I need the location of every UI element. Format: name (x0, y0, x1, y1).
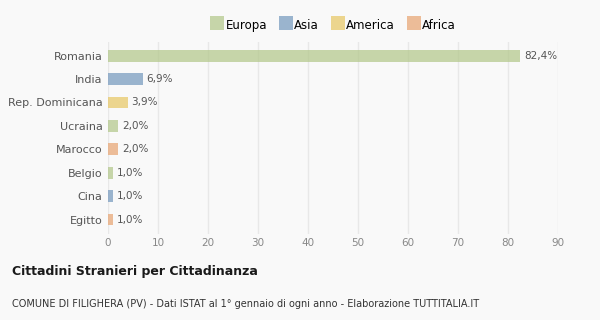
Bar (108, 214, 113, 225)
Text: 1,0%: 1,0% (117, 168, 143, 178)
Bar (108, 143, 118, 155)
Bar (108, 190, 113, 202)
Text: COMUNE DI FILIGHERA (PV) - Dati ISTAT al 1° gennaio di ogni anno - Elaborazione : COMUNE DI FILIGHERA (PV) - Dati ISTAT al… (12, 299, 479, 309)
Text: 1,0%: 1,0% (117, 191, 143, 201)
Bar (108, 167, 113, 179)
Text: 2,0%: 2,0% (122, 144, 148, 154)
Bar (108, 73, 143, 85)
Bar (108, 97, 128, 108)
Text: 3,9%: 3,9% (131, 98, 158, 108)
Legend: Europa, Asia, America, Africa: Europa, Asia, America, Africa (210, 19, 456, 32)
Bar (108, 120, 118, 132)
Text: 6,9%: 6,9% (146, 74, 173, 84)
Text: 82,4%: 82,4% (524, 51, 557, 61)
Text: Cittadini Stranieri per Cittadinanza: Cittadini Stranieri per Cittadinanza (12, 265, 258, 278)
Bar (108, 50, 520, 61)
Text: 1,0%: 1,0% (117, 214, 143, 225)
Text: 2,0%: 2,0% (122, 121, 148, 131)
